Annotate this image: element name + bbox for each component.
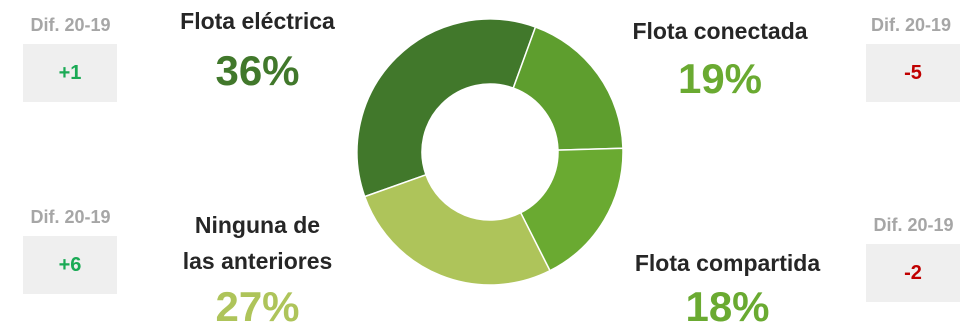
donut-chart bbox=[356, 18, 624, 286]
dif-title-compartida: Dif. 20-19 bbox=[873, 215, 954, 235]
dif-value-compartida: -2 bbox=[866, 244, 960, 302]
dif-value-ninguna: +6 bbox=[23, 236, 117, 294]
dif-title-electrica: Dif. 20-19 bbox=[30, 15, 111, 35]
dif-title-conectada: Dif. 20-19 bbox=[870, 15, 952, 35]
slice-flota-conectada bbox=[512, 26, 624, 151]
dif-value-conectada: -5 bbox=[866, 44, 960, 102]
label-ninguna-line1: Ninguna de bbox=[194, 212, 321, 238]
slice-flota-electrica bbox=[356, 18, 537, 198]
pct-ninguna: 27% bbox=[215, 283, 300, 330]
dif-title-ninguna: Dif. 20-19 bbox=[30, 207, 111, 227]
slice-ninguna bbox=[363, 173, 551, 286]
pct-flota-electrica: 36% bbox=[215, 47, 300, 94]
pct-flota-compartida: 18% bbox=[685, 283, 770, 330]
dif-value-electrica: +1 bbox=[23, 44, 117, 102]
pct-flota-conectada: 19% bbox=[677, 55, 763, 102]
label-flota-conectada: Flota conectada bbox=[632, 18, 808, 44]
label-flota-compartida: Flota compartida bbox=[634, 250, 821, 276]
label-flota-electrica: Flota eléctrica bbox=[180, 8, 335, 34]
label-ninguna-line2: las anteriores bbox=[182, 248, 333, 274]
